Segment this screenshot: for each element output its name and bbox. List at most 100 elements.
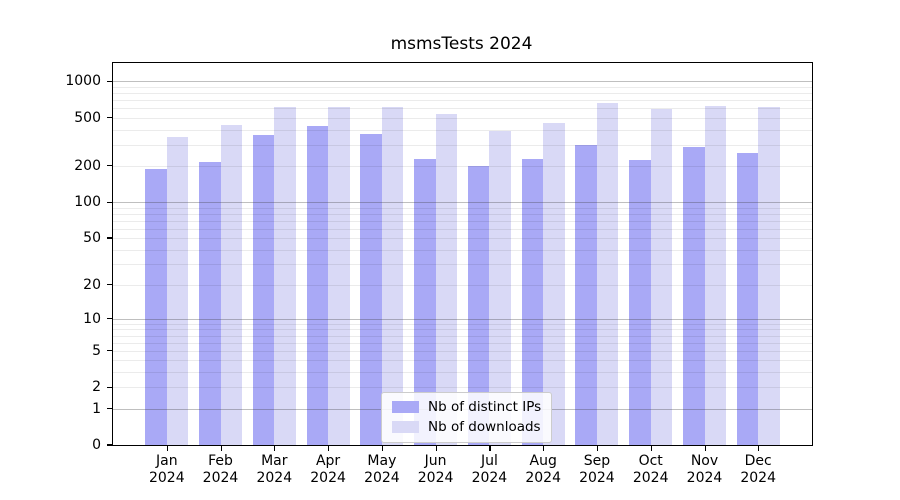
x-tick-label-aug: Aug 2024: [507, 453, 579, 487]
x-tick-mark-feb: [220, 446, 222, 451]
bar-distinct-ips-dec: [736, 152, 759, 445]
x-tick-label-mar: Mar 2024: [238, 453, 310, 487]
bar-distinct-ips-jan: [145, 168, 167, 445]
x-tick-year: 2024: [632, 470, 669, 486]
y-tick-mark-10: [107, 318, 112, 320]
x-tick-label-may: May 2024: [346, 453, 418, 487]
bar-downloads-oct: [650, 109, 673, 445]
gridline-minor-800: [113, 93, 812, 95]
bar-downloads-jul: [489, 130, 511, 445]
y-tick-label-20: 20: [83, 276, 101, 293]
gridline-minor-60: [113, 228, 812, 230]
bar-downloads-apr: [328, 107, 350, 445]
bar-downloads-dec: [758, 107, 780, 445]
legend-swatch-downloads-icon: [392, 421, 419, 433]
gridline-minor-300: [113, 144, 812, 146]
x-tick-label-apr: Apr 2024: [292, 453, 364, 487]
bar-downloads-nov: [704, 106, 726, 445]
y-tick-mark-1000: [107, 80, 112, 82]
bar-distinct-ips-sep: [575, 144, 597, 445]
y-tick-label-100: 100: [74, 194, 101, 211]
gridline-major-1000: [113, 81, 812, 83]
bar-distinct-ips-nov: [683, 146, 705, 445]
x-tick-year: 2024: [417, 470, 454, 486]
x-tick-month: Apr: [315, 453, 341, 469]
legend: Nb of distinct IPs Nb of downloads: [381, 392, 553, 443]
bar-downloads-jun: [435, 113, 458, 445]
gridline-minor-70: [113, 220, 812, 222]
x-tick-mark-jan: [166, 446, 168, 451]
x-tick-year: 2024: [471, 470, 508, 486]
y-tick-label-500: 500: [74, 109, 101, 126]
legend-label-distinct-ips: Nb of distinct IPs: [428, 399, 542, 415]
y-tick-label-1: 1: [92, 400, 101, 417]
x-tick-year: 2024: [579, 470, 615, 486]
gridline-minor-30: [113, 264, 812, 266]
gridline-minor-5: [113, 350, 812, 352]
bar-downloads-may: [381, 107, 404, 445]
y-tick-label-50: 50: [83, 230, 101, 246]
bar-distinct-ips-aug: [521, 159, 544, 445]
bar-distinct-ips-may: [360, 134, 382, 445]
x-tick-label-jul: Jul 2024: [453, 453, 525, 487]
y-tick-label-1000: 1000: [65, 73, 101, 90]
x-tick-mark-nov: [704, 446, 706, 451]
x-tick-year: 2024: [686, 470, 723, 486]
x-tick-mark-dec: [758, 446, 760, 451]
x-tick-year: 2024: [310, 470, 346, 486]
gridline-minor-40: [113, 249, 812, 251]
bar-downloads-feb: [220, 125, 242, 445]
x-tick-label-jun: Jun 2024: [400, 453, 472, 487]
gridline-minor-2: [113, 387, 812, 389]
y-tick-mark-50: [107, 237, 112, 239]
y-tick-label-2: 2: [92, 379, 101, 396]
x-tick-year: 2024: [740, 470, 776, 486]
gridline-minor-80: [113, 213, 812, 215]
bar-distinct-ips-jul: [467, 166, 490, 445]
gridline-minor-3: [113, 372, 812, 373]
bar-distinct-ips-jun: [414, 159, 436, 445]
x-tick-mark-jun: [435, 446, 437, 451]
y-tick-label-10: 10: [83, 310, 101, 327]
bar-distinct-ips-apr: [306, 125, 329, 445]
gridline-minor-4: [113, 360, 812, 362]
gridline-minor-7: [113, 335, 812, 337]
y-tick-label-200: 200: [74, 157, 101, 174]
x-tick-label-jan: Jan 2024: [131, 453, 203, 487]
x-tick-label-dec: Dec 2024: [722, 453, 794, 487]
x-tick-label-feb: Feb 2024: [185, 453, 257, 487]
y-tick-mark-20: [107, 284, 112, 286]
x-tick-month: Jan: [156, 453, 178, 469]
x-tick-month: Nov: [690, 453, 719, 469]
gridline-minor-8: [113, 329, 812, 331]
legend-swatch-distinct-ips-icon: [392, 401, 419, 413]
bar-downloads-aug: [543, 123, 565, 445]
gridline-minor-900: [113, 86, 812, 88]
x-tick-month: May: [367, 453, 397, 469]
x-tick-mark-mar: [274, 446, 276, 451]
gridline-minor-90: [113, 207, 812, 209]
gridline-minor-500: [113, 117, 812, 119]
x-tick-mark-apr: [328, 446, 330, 451]
gridline-major-10: [113, 318, 812, 320]
bar-distinct-ips-feb: [199, 161, 221, 445]
gridline-minor-200: [113, 165, 812, 167]
x-tick-mark-jul: [489, 446, 491, 451]
y-tick-mark-2: [107, 386, 112, 388]
y-tick-mark-1: [107, 407, 112, 410]
x-tick-month: Aug: [529, 453, 557, 469]
gridline-minor-700: [113, 100, 812, 102]
x-tick-mark-oct: [650, 446, 652, 451]
y-tick-label-0: 0: [92, 437, 101, 453]
y-tick-mark-200: [107, 165, 112, 167]
y-tick-label-5: 5: [92, 342, 101, 359]
x-tick-year: 2024: [364, 470, 400, 486]
y-tick-mark-100: [107, 201, 112, 203]
x-tick-month: Sep: [583, 453, 611, 469]
bar-distinct-ips-mar: [252, 135, 275, 445]
x-tick-year: 2024: [525, 470, 561, 486]
bar-distinct-ips-oct: [629, 159, 651, 445]
x-tick-month: Jun: [424, 453, 447, 469]
x-tick-mark-may: [381, 446, 384, 451]
